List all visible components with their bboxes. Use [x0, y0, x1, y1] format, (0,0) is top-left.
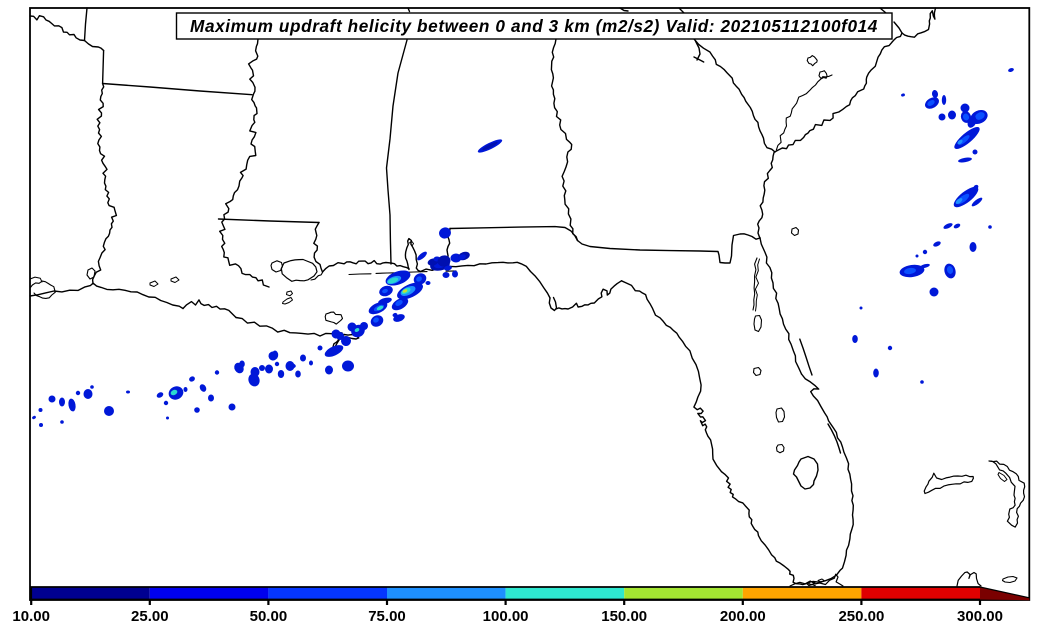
- svg-text:10.00: 10.00: [12, 608, 50, 625]
- svg-text:250.00: 250.00: [838, 608, 884, 625]
- svg-text:75.00: 75.00: [368, 608, 406, 625]
- svg-text:Maximum updraft helicity betwe: Maximum updraft helicity between 0 and 3…: [190, 16, 878, 36]
- svg-text:200.00: 200.00: [720, 608, 766, 625]
- svg-text:300.00: 300.00: [957, 608, 1003, 625]
- svg-text:25.00: 25.00: [131, 608, 169, 625]
- svg-text:50.00: 50.00: [250, 608, 288, 625]
- svg-text:150.00: 150.00: [601, 608, 647, 625]
- svg-text:100.00: 100.00: [483, 608, 529, 625]
